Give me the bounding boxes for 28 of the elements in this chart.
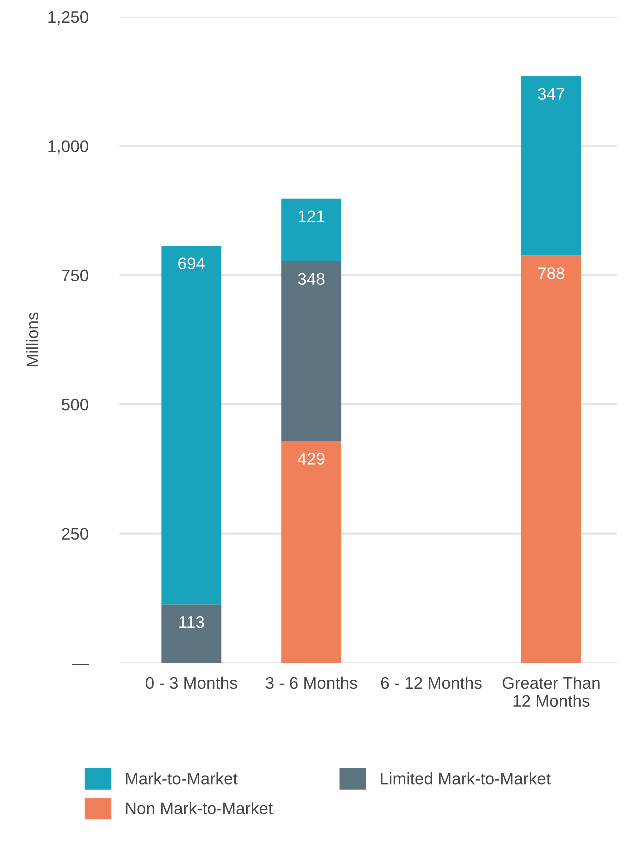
x-tick-label: 6 - 12 Months bbox=[381, 676, 482, 690]
data-label: 121 bbox=[298, 210, 325, 222]
bar bbox=[162, 604, 222, 663]
y-tick-label: 750 bbox=[62, 270, 88, 282]
data-label: 113 bbox=[180, 616, 204, 628]
y-axis-title: Millions bbox=[26, 312, 39, 366]
bar bbox=[282, 441, 342, 663]
data-label: 788 bbox=[538, 268, 565, 280]
y-tick-label: 1,250 bbox=[48, 11, 88, 26]
legend-label: Limited Mark-to-Market bbox=[381, 772, 551, 785]
y-tick-label: 1,000 bbox=[48, 140, 88, 154]
legend-label: Non Mark-to-Market bbox=[126, 802, 273, 815]
bar bbox=[282, 261, 342, 442]
x-tick-label: 0 - 3 Months bbox=[146, 676, 238, 690]
data-label: 694 bbox=[178, 258, 206, 270]
bar bbox=[521, 256, 582, 663]
data-label: 348 bbox=[298, 273, 325, 286]
data-label: 347 bbox=[538, 88, 565, 100]
bar bbox=[521, 76, 582, 256]
bar bbox=[162, 246, 222, 605]
bar bbox=[282, 198, 342, 262]
y-tick-label: — bbox=[72, 664, 90, 666]
y-tick-label: 500 bbox=[62, 399, 88, 411]
legend-label: Mark-to-Market bbox=[126, 772, 238, 785]
y-tick-label: 250 bbox=[62, 528, 88, 540]
data-label: 429 bbox=[298, 453, 325, 465]
x-tick-label: 3 - 6 Months bbox=[266, 676, 358, 690]
x-tick-label: Greater Than 12 Months bbox=[502, 676, 600, 708]
